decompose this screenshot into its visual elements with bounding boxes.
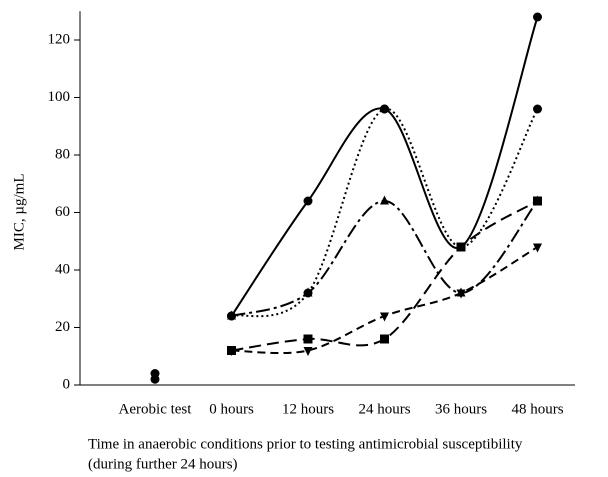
series-line: [231, 199, 539, 317]
marker: [380, 104, 389, 114]
y-tick-label: 60: [55, 204, 70, 220]
marker: [303, 287, 313, 297]
marker: [303, 347, 313, 356]
y-tick-label: 40: [55, 261, 70, 277]
marker: [533, 196, 542, 206]
marker: [150, 374, 160, 384]
marker: [227, 347, 236, 356]
marker: [456, 242, 466, 252]
y-tick-label: 80: [55, 146, 70, 162]
marker: [456, 289, 466, 299]
x-axis-label: Time in anaerobic conditions prior to te…: [88, 436, 523, 452]
x-axis-label: (during further 24 hours): [88, 456, 238, 472]
marker: [533, 243, 542, 253]
x-tick-label: Aerobic test: [119, 401, 193, 417]
x-tick-label: 36 hours: [435, 401, 487, 417]
series-line: [231, 200, 539, 352]
y-tick-label: 0: [63, 376, 71, 392]
marker: [303, 196, 313, 206]
y-tick-label: 120: [48, 31, 71, 47]
marker: [380, 312, 389, 322]
marker: [227, 310, 236, 320]
y-tick-label: 100: [48, 89, 71, 105]
x-tick-label: 48 hours: [511, 401, 563, 417]
marker: [533, 104, 542, 114]
y-tick-label: 20: [55, 319, 70, 335]
series-line: [231, 107, 539, 318]
series-line: [230, 16, 539, 317]
marker: [380, 334, 389, 344]
y-axis-label: MIC, µg/mL: [11, 174, 27, 251]
x-tick-label: 12 hours: [282, 401, 334, 417]
x-tick-label: 0 hours: [209, 401, 254, 417]
marker: [380, 195, 389, 205]
marker: [303, 334, 313, 344]
x-tick-label: 24 hours: [358, 401, 410, 417]
marker: [533, 12, 542, 22]
